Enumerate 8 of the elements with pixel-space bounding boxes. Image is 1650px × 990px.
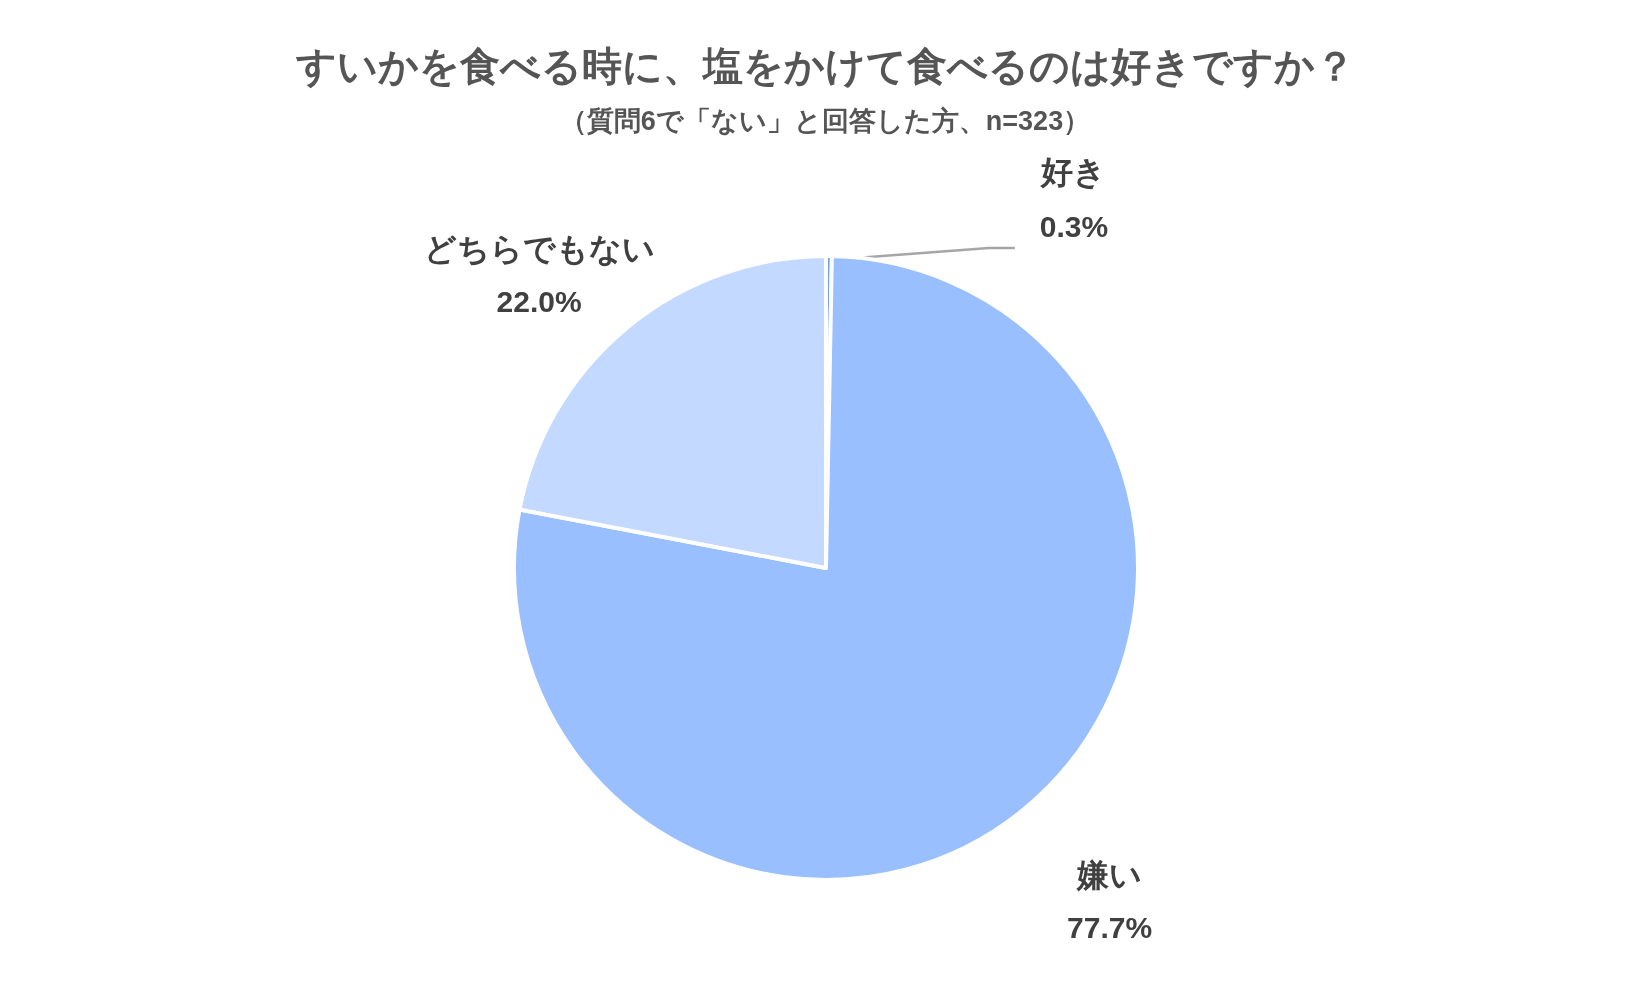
slice-label: 好き [1039, 154, 1107, 191]
slice-label: 嫌い [1076, 857, 1143, 894]
slice-label: どちらでもない [423, 230, 655, 267]
data-label: 77.7% [1067, 911, 1153, 945]
chart-subtitle: （質問6で「ない」と回答した方、n=323） [559, 106, 1091, 136]
data-label: 0.3% [1039, 210, 1109, 244]
chart-title: すいかを食べる時に、塩をかけて食べるのは好きですか？ [294, 44, 1355, 89]
data-label: 22.0% [496, 284, 582, 318]
